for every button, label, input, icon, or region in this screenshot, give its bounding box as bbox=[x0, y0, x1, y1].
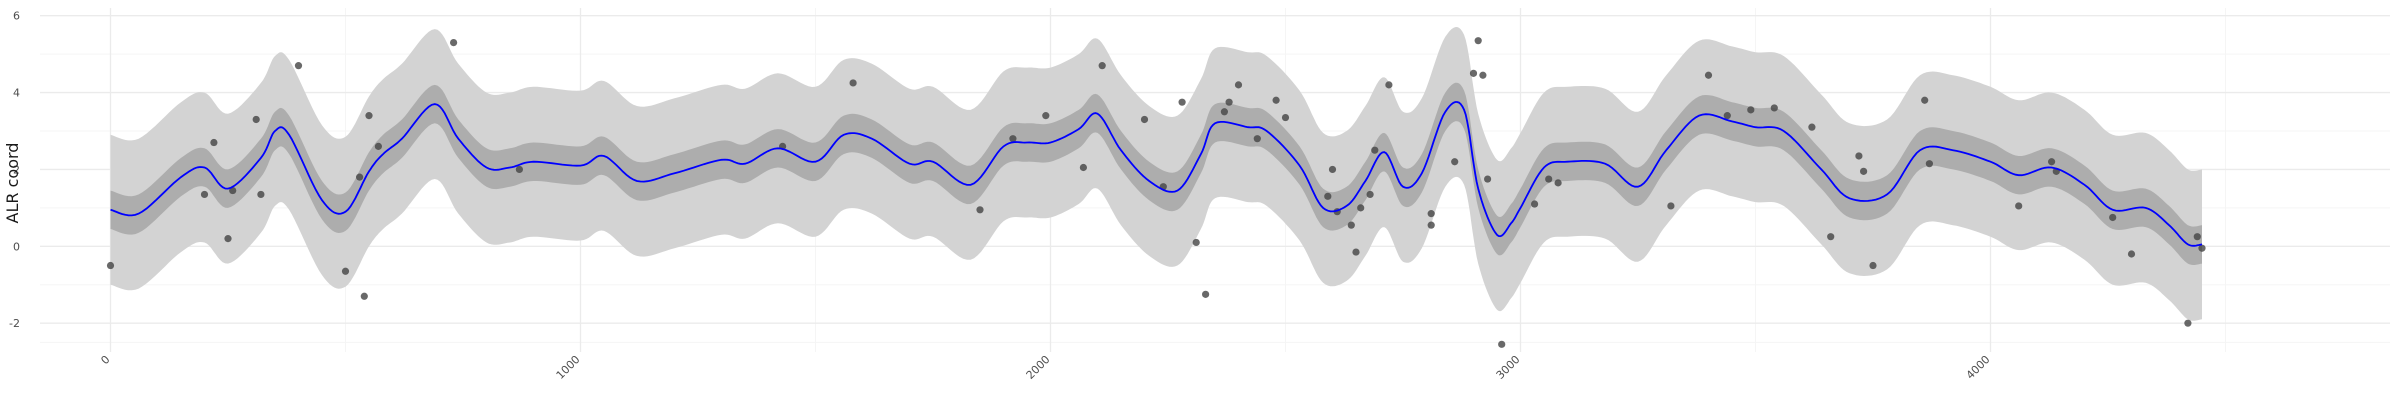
data-point bbox=[1667, 202, 1675, 210]
data-point bbox=[1860, 167, 1868, 175]
data-point bbox=[1427, 221, 1435, 229]
data-point bbox=[252, 115, 260, 124]
data-point bbox=[2109, 213, 2117, 222]
data-point bbox=[1281, 113, 1290, 122]
data-point bbox=[1427, 210, 1435, 218]
data-point bbox=[1202, 290, 1210, 298]
uncertainty-bands bbox=[110, 27, 2202, 321]
data-point bbox=[1747, 106, 1755, 114]
data-point bbox=[1484, 175, 1492, 183]
data-point bbox=[374, 142, 382, 150]
data-point bbox=[1723, 112, 1731, 120]
data-point bbox=[1371, 146, 1379, 154]
data-point bbox=[1479, 71, 1487, 79]
data-point bbox=[1770, 104, 1778, 112]
data-point bbox=[1469, 69, 1478, 77]
data-point bbox=[1474, 37, 1482, 45]
x-tick-label: 3000 bbox=[1494, 353, 1523, 382]
data-point bbox=[1178, 98, 1186, 106]
data-point bbox=[1253, 135, 1261, 143]
y-tick-label: 4 bbox=[13, 87, 20, 100]
data-point bbox=[1009, 135, 1017, 143]
data-point bbox=[210, 138, 218, 147]
data-point bbox=[2127, 250, 2136, 258]
data-point bbox=[1352, 248, 1360, 256]
data-point bbox=[1704, 71, 1713, 79]
data-point bbox=[365, 112, 373, 120]
data-point bbox=[1808, 123, 1816, 131]
data-point bbox=[224, 235, 232, 243]
data-point bbox=[200, 190, 209, 199]
x-axis-ticks: 0 1000 2000 3000 4000 bbox=[98, 353, 1992, 382]
data-point bbox=[1098, 62, 1106, 70]
data-point bbox=[2184, 319, 2192, 327]
data-point bbox=[1324, 192, 1332, 200]
data-point bbox=[229, 186, 237, 195]
data-point bbox=[1921, 96, 1929, 104]
data-point bbox=[976, 206, 984, 214]
x-tick-label: 4000 bbox=[1964, 353, 1993, 382]
posterior-mean bbox=[110, 101, 2203, 247]
data-point bbox=[360, 292, 368, 300]
x-tick-label: 2000 bbox=[1024, 353, 1053, 382]
data-point bbox=[1357, 204, 1365, 212]
data-point bbox=[2198, 244, 2206, 252]
data-point bbox=[257, 190, 265, 199]
data-point bbox=[294, 62, 303, 70]
x-tick-label: 0 bbox=[98, 353, 112, 367]
data-point bbox=[1225, 98, 1233, 106]
x-tick-label: 1000 bbox=[554, 353, 583, 382]
y-tick-label: 0 bbox=[13, 240, 20, 253]
data-point bbox=[1925, 160, 1933, 168]
data-point bbox=[356, 173, 364, 181]
data-point bbox=[1347, 221, 1355, 229]
inner-band bbox=[110, 82, 2202, 265]
data-point bbox=[1220, 108, 1228, 116]
data-point bbox=[1855, 152, 1863, 160]
data-point bbox=[106, 261, 115, 270]
y-tick-label: 6 bbox=[13, 10, 20, 23]
y-axis-label: ALR coord bbox=[3, 143, 22, 224]
data-point bbox=[1554, 179, 1562, 187]
y-axis-ticks: -2 0 2 4 6 bbox=[9, 10, 20, 330]
data-point bbox=[1234, 81, 1243, 89]
data-point bbox=[341, 267, 350, 275]
data-point bbox=[2193, 233, 2201, 241]
data-point bbox=[1545, 175, 1553, 183]
data-point bbox=[1079, 163, 1087, 172]
data-point bbox=[1451, 158, 1459, 166]
data-point bbox=[1827, 233, 1835, 241]
y-tick-label: 2 bbox=[13, 163, 20, 176]
data-point bbox=[1531, 200, 1539, 208]
data-point bbox=[849, 79, 857, 87]
data-point bbox=[1192, 238, 1200, 247]
data-point bbox=[2048, 158, 2056, 166]
y-tick-label: -2 bbox=[9, 317, 20, 330]
data-point bbox=[1385, 81, 1393, 89]
data-point bbox=[450, 38, 458, 47]
data-point bbox=[1042, 112, 1050, 120]
data-point bbox=[515, 165, 524, 174]
data-point bbox=[1498, 340, 1506, 348]
data-point bbox=[1140, 115, 1149, 124]
data-point bbox=[1328, 165, 1337, 174]
data-point bbox=[2015, 202, 2023, 210]
data-point bbox=[1366, 190, 1374, 199]
mean-line bbox=[110, 101, 2203, 247]
data-point bbox=[1272, 96, 1280, 104]
observations bbox=[106, 37, 2206, 348]
data-point bbox=[1869, 261, 1877, 270]
